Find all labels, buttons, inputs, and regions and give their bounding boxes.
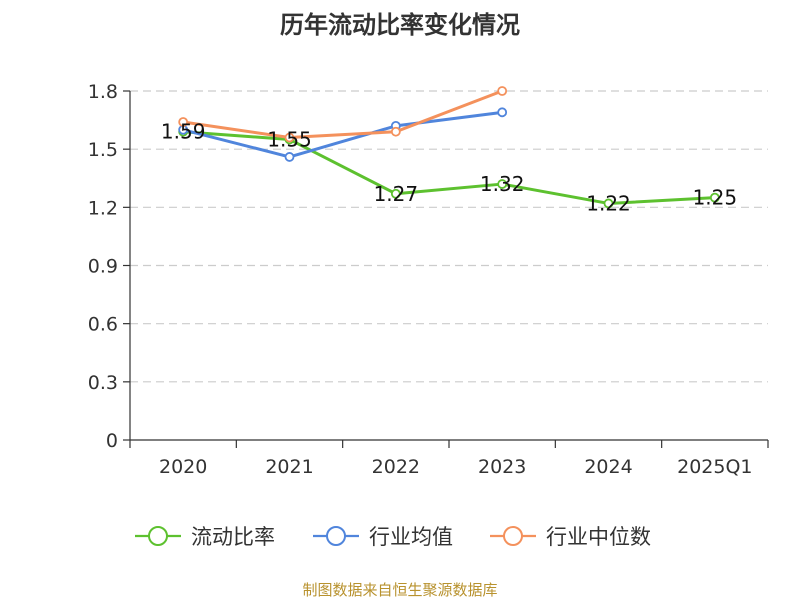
axes: 0 0.3 0.6 0.9 1.2 1.5 1.8 2020 2021 2022 2023 2024 2… <box>88 81 769 478</box>
data-label: 1.59 <box>161 120 206 144</box>
data-point <box>390 188 401 199</box>
data-label: 1.27 <box>374 182 419 206</box>
y-tick-label: 0.3 <box>88 372 118 394</box>
legend-marker <box>503 526 523 546</box>
x-tick-label: 2023 <box>478 456 526 478</box>
legend-label: 行业均值 <box>369 525 453 549</box>
y-tick-label: 1.2 <box>88 197 118 219</box>
x-tick-label: 2020 <box>159 456 207 478</box>
y-tick-label: 1.8 <box>88 81 118 103</box>
series-line-2 <box>182 110 503 159</box>
legend-label: 行业中位数 <box>546 525 651 549</box>
data-point <box>284 152 295 162</box>
legend-item-1[interactable]: 流动比率 <box>135 525 275 549</box>
data-point <box>497 107 508 118</box>
data-label: 1.22 <box>586 191 631 215</box>
series-lines <box>178 86 720 209</box>
y-tick-label: 0.9 <box>88 256 118 278</box>
series-line-1 <box>183 130 715 205</box>
data-label: 1.55 <box>267 127 312 151</box>
legend-item-3[interactable]: 行业中位数 <box>490 525 651 549</box>
data-point <box>603 198 614 209</box>
x-tick-label: 2024 <box>584 456 632 478</box>
data-point <box>497 179 508 189</box>
source-note: 制图数据来自恒生聚源数据库 <box>302 581 497 599</box>
data-labels: 1.59 1.55 1.27 1.32 1.22 1.25 <box>161 120 737 216</box>
gridlines <box>130 90 768 383</box>
data-point <box>497 86 508 96</box>
data-label: 1.25 <box>693 186 738 210</box>
chart-title: 历年流动比率变化情况 <box>280 11 520 39</box>
x-tick-label: 2025Q1 <box>677 456 752 478</box>
legend-label: 流动比率 <box>191 525 275 549</box>
legend[interactable]: 流动比率 行业均值 行业中位数 <box>135 525 651 549</box>
data-point <box>178 117 189 127</box>
x-tick-label: 2022 <box>372 456 420 478</box>
y-tick-label: 0.6 <box>88 314 118 336</box>
y-tick-label: 0 <box>106 430 118 452</box>
data-point <box>390 126 401 137</box>
y-tick-label: 1.5 <box>88 139 118 161</box>
legend-item-2[interactable]: 行业均值 <box>313 525 453 549</box>
x-tick-label: 2021 <box>265 456 313 478</box>
data-label: 1.32 <box>480 172 525 196</box>
legend-marker <box>148 526 168 546</box>
data-point <box>284 132 295 143</box>
data-point <box>709 192 720 203</box>
legend-marker <box>326 526 346 546</box>
series-line-3 <box>182 89 503 140</box>
